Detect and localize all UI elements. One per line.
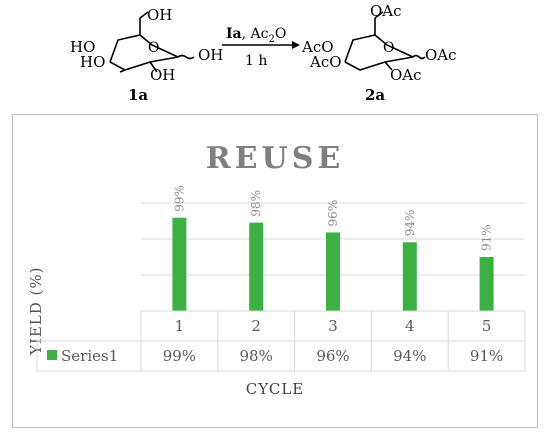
reactant-group-oh-anomeric: OH xyxy=(198,46,223,64)
data-label: 94% xyxy=(403,210,417,237)
reaction-scheme: OH HO HO OH OH 1a O O Ia, Ac2O 1 h OAc A… xyxy=(70,2,457,104)
product-structure xyxy=(344,11,426,71)
chart-area: REUSE YIELD (%) 99% 98% 96% 94% 91% 1 99% 2 98% 3… xyxy=(12,114,538,428)
bar xyxy=(172,217,187,311)
data-label: 91% xyxy=(480,224,494,251)
x-axis-label: CYCLE xyxy=(245,380,305,398)
table-value: 99% xyxy=(163,347,196,365)
legend-swatch xyxy=(47,350,57,360)
reactant-group-oh-bottom: OH xyxy=(150,66,175,84)
legend-series-name: Series1 xyxy=(61,347,118,365)
table-value: 91% xyxy=(470,347,503,365)
reactant-ring-oxygen: O xyxy=(148,40,159,56)
data-label: 96% xyxy=(326,200,340,227)
bar xyxy=(249,222,264,311)
data-label: 98% xyxy=(249,190,263,217)
reactant-group-oh-top: OH xyxy=(147,6,172,24)
bar-chart: 99% 98% 96% 94% 91% 1 99% 2 98% 3 96% 4 94% 5 91% Serie… xyxy=(36,185,526,372)
glucose-structure xyxy=(109,11,195,73)
x-tick-label: 2 xyxy=(251,317,261,335)
bar xyxy=(479,257,494,311)
product-group-oac-bottom: OAc xyxy=(390,66,422,84)
product-group-aco-2: AcO xyxy=(309,53,342,71)
reactant-group-ho-2: HO xyxy=(80,53,105,71)
x-tick-label: 5 xyxy=(482,317,492,335)
product-group-oac-anomeric: OAc xyxy=(425,46,457,64)
x-tick-label: 4 xyxy=(405,317,415,335)
reagent-text: Ia, Ac2O xyxy=(226,26,286,45)
table-value: 94% xyxy=(393,347,426,365)
reactant-label: 1a xyxy=(128,86,148,104)
reactant-group-ho-1: HO xyxy=(70,38,95,56)
reaction-arrow xyxy=(222,41,300,49)
table-value: 96% xyxy=(316,347,349,365)
bar xyxy=(402,242,417,311)
product-group-oac-top: OAc xyxy=(370,2,402,20)
product-label: 2a xyxy=(365,86,385,104)
x-tick-label: 3 xyxy=(328,317,338,335)
reaction-time: 1 h xyxy=(245,53,267,69)
x-tick-label: 1 xyxy=(175,317,185,335)
product-group-aco-1: AcO xyxy=(301,38,334,56)
chart-title: REUSE xyxy=(205,141,345,176)
product-ring-oxygen: O xyxy=(383,40,394,56)
bar xyxy=(326,232,340,311)
data-label: 99% xyxy=(172,185,186,212)
table-value: 98% xyxy=(240,347,273,365)
